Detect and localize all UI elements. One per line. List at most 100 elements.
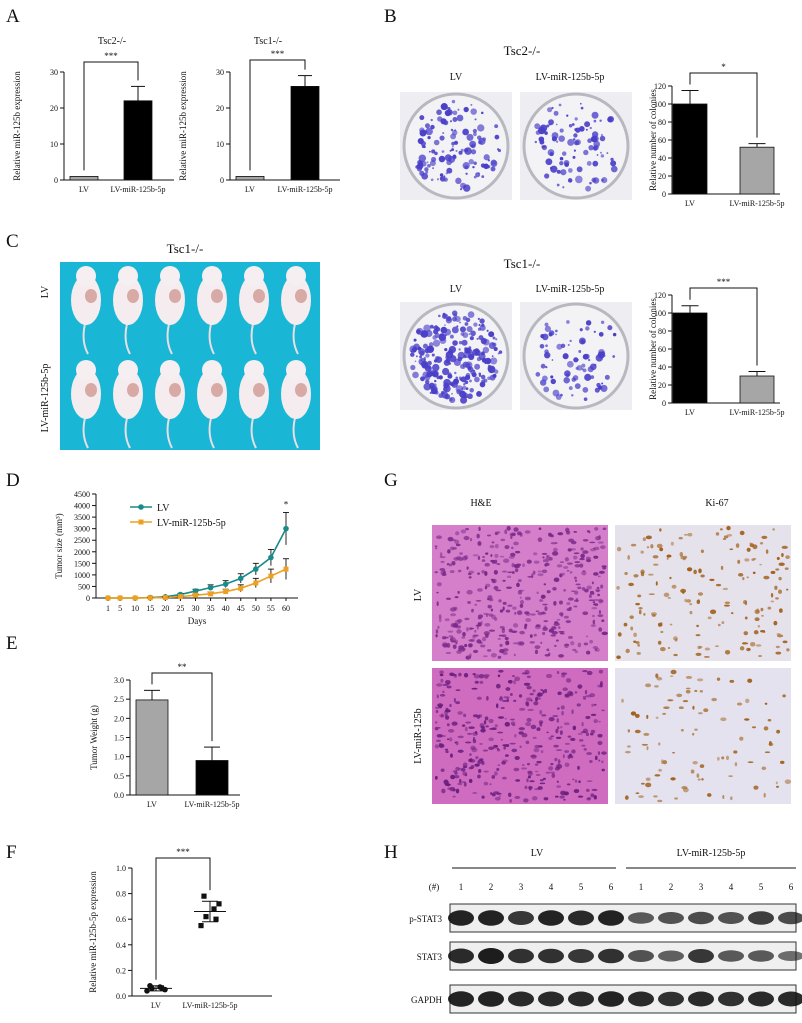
d-x-tick-label: 55 [267, 604, 275, 613]
g-he-mir-nucleus [480, 728, 486, 733]
g-he-lv-nucleus [478, 526, 481, 532]
b-bottom-lv-plate-colony [449, 397, 453, 401]
b-top-lv-plate-colony [450, 128, 454, 132]
c-mouse-mir-4-head [202, 360, 222, 380]
g-he-mir-nucleus [498, 697, 504, 701]
g-he-lv-nucleus [496, 563, 501, 565]
f-y-tick-label: 0.8 [116, 890, 126, 899]
g-he-lv-nucleus [569, 570, 573, 574]
b-bottom-lv-plate-colony [422, 343, 428, 349]
g-ki67-mir-nucleus [747, 678, 753, 683]
g-he-lv-nucleus [556, 564, 563, 568]
a-left-bar-2 [123, 100, 153, 181]
b-top-lv-plate-colony [472, 165, 475, 169]
g-he-mir-nucleus [514, 795, 521, 799]
b-bottom-lv-plate-colony [470, 330, 476, 337]
b-top-mir-plate-colony [587, 138, 592, 144]
g-he-lv-nucleus [456, 555, 462, 559]
g-he-mir-nucleus [586, 780, 593, 783]
g-ki67-lv-nucleus [744, 616, 748, 620]
g-he-mir-nucleus [536, 727, 541, 732]
a-left-y-axis-label: Relative miR-125b expression [12, 71, 22, 181]
g-ki67-mir-nucleus [641, 743, 649, 746]
g-he-lv-nucleus [477, 541, 482, 546]
b-bottom-lv-plate [402, 302, 510, 410]
g-he-mir-nucleus [484, 716, 489, 721]
a-right-y-tick-label: 20 [216, 104, 224, 113]
g-he-lv-nucleus [574, 561, 581, 564]
b-top-mir-plate-colony [555, 123, 558, 126]
b-bottom-mir-plate-colony [577, 359, 579, 361]
g-he-lv-nucleus [490, 578, 494, 581]
g-he-lv-nucleus [584, 588, 589, 593]
g-ki67-lv-nucleus [709, 578, 715, 582]
b-top-mir-plate-colony [589, 181, 592, 185]
g-ki67-mir-nucleus [655, 716, 659, 719]
h-band [748, 911, 774, 925]
g-ki67-mir [615, 668, 792, 804]
g-he-mir-nucleus [572, 725, 577, 731]
g-he-mir-nucleus [477, 774, 481, 779]
g-he-lv-nucleus [500, 538, 506, 542]
g-he-lv-nucleus [574, 564, 581, 568]
b-bottom-lv-plate-colony [413, 343, 420, 351]
b-top-y-tick-label: 20 [658, 172, 666, 181]
h-lane-number: 3 [699, 882, 704, 892]
b-top-mir-plate-colony [559, 161, 564, 166]
b-bottom-lv-plate-colony [472, 369, 475, 372]
g-he-mir-nucleus [484, 676, 489, 679]
g-ki67-lv-nucleus [722, 587, 729, 591]
g-ki67-lv-nucleus [640, 571, 645, 577]
g-he-lv-nucleus [553, 600, 557, 606]
b-bottom-mir-plate-colony [589, 363, 597, 371]
b-top-lv-plate-colony [455, 149, 458, 153]
b-bottom-lv-plate-colony [445, 355, 450, 360]
b-bottom-lv-plate-colony [442, 312, 446, 316]
g-ki67-lv-nucleus [735, 543, 740, 548]
g-he-lv-nucleus [446, 562, 450, 566]
g-he-lv-nucleus [580, 553, 585, 559]
g-he-lv-nucleus [502, 601, 507, 605]
g-ki67-mir-nucleus [711, 697, 717, 702]
panel-label-c: C [6, 231, 19, 252]
g-he-mir-nucleus [519, 707, 526, 711]
g-ki67-mir-nucleus [699, 689, 704, 693]
g-he-mir-nucleus [503, 696, 510, 699]
a-left-bar-1 [69, 175, 99, 181]
b-top-mir-plate-colony [566, 114, 569, 117]
g-he-mir-nucleus [496, 703, 499, 709]
g-ki67-lv-nucleus [671, 584, 677, 589]
b-bottom-lv-plate-colony [415, 355, 418, 358]
b-bottom-mir-plate-colony [543, 386, 550, 393]
b-bottom-mir-plate-colony [564, 370, 571, 377]
g-he-lv-nucleus [537, 537, 543, 543]
g-ki67-lv-nucleus [659, 547, 664, 552]
g-he-mir-nucleus [600, 680, 603, 686]
g-ki67-lv-nucleus [651, 614, 656, 617]
g-ki67-lv-nucleus [772, 528, 776, 531]
g-he-mir-nucleus [551, 773, 556, 778]
d-x-tick-label: 20 [161, 604, 169, 613]
b-bottom-lv-plate-colony [423, 383, 431, 391]
b-top-mir-plate-colony [555, 140, 559, 143]
panel-label-g: G [384, 470, 398, 491]
b-bottom-lv-plate-colony [426, 345, 435, 354]
g-he-lv-nucleus [548, 557, 553, 561]
g-ki67-mir-nucleus [685, 675, 693, 679]
b-bottom-lv-plate-colony [458, 340, 463, 345]
g-he-lv-nucleus [505, 640, 510, 646]
c-mouse-mir-5-tail [250, 417, 257, 449]
g-ki67-mir-nucleus [707, 793, 712, 797]
g-he-mir-nucleus [503, 746, 506, 750]
b-bottom-lv-plate-colony [486, 358, 491, 363]
g-he-mir-nucleus [533, 701, 539, 706]
b-bottom-mir-plate-colony [595, 354, 603, 362]
g-he-mir-nucleus [597, 740, 603, 746]
b-top-mir-plate-colony [571, 123, 575, 126]
b-top-y-tick-label: 120 [654, 82, 666, 91]
g-he-mir-nucleus [467, 733, 473, 735]
b-bottom-lv-plate-colony [425, 353, 430, 358]
b-bottom-lv-plate-colony [452, 340, 458, 346]
g-he-lv-nucleus [602, 527, 607, 531]
g-he-lv-nucleus [566, 602, 571, 606]
